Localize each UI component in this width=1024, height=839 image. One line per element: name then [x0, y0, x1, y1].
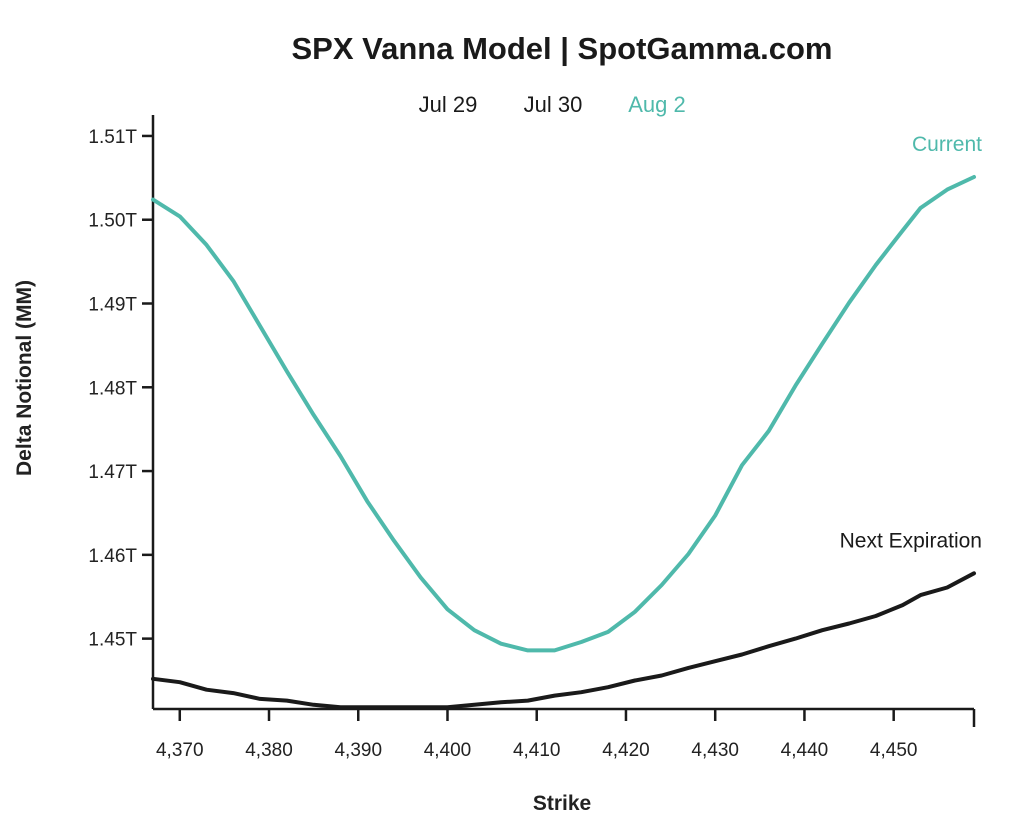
axes: 1.45T 1.46T 1.47T 1.48T 1.49T 1.50T 1.51T 4,370…: [88, 115, 976, 761]
y-tick-label: 1.49T: [88, 295, 137, 316]
x-tick-label: 4,430: [691, 740, 739, 761]
y-tick-label: 1.46T: [88, 546, 137, 567]
legend-item-jul29: Jul 29: [419, 92, 478, 117]
x-tick-label: 4,450: [870, 740, 918, 761]
y-tick-label: 1.48T: [88, 378, 137, 399]
chart-title: SPX Vanna Model | SpotGamma.com: [292, 31, 833, 66]
y-tick-label: 1.45T: [88, 630, 137, 651]
x-tick-label: 4,410: [513, 740, 561, 761]
series-line-current: [151, 175, 976, 653]
x-tick-label: 4,400: [424, 740, 472, 761]
series-line-next-expiration: [151, 571, 976, 710]
legend-item-jul30: Jul 30: [524, 92, 583, 117]
x-tick-label: 4,380: [245, 740, 293, 761]
x-tick-label: 4,370: [156, 740, 204, 761]
y-tick-label: 1.51T: [88, 127, 137, 148]
y-axis-title: Delta Notional (MM): [13, 280, 36, 476]
y-tick-label: 1.47T: [88, 462, 137, 483]
series-label-next-expiration: Next Expiration: [840, 529, 982, 552]
x-tick-label: 4,440: [781, 740, 829, 761]
series-labels: Current Next Expiration: [840, 133, 983, 552]
x-tick-label: 4,420: [602, 740, 650, 761]
x-tick-label: 4,390: [334, 740, 382, 761]
series-label-current: Current: [912, 133, 982, 156]
series-lines: [151, 175, 976, 710]
legend-item-aug2: Aug 2: [628, 92, 686, 117]
legend: Jul 29 Jul 30 Aug 2: [419, 92, 686, 117]
y-tick-label: 1.50T: [88, 211, 137, 232]
x-axis-title: Strike: [533, 792, 591, 815]
